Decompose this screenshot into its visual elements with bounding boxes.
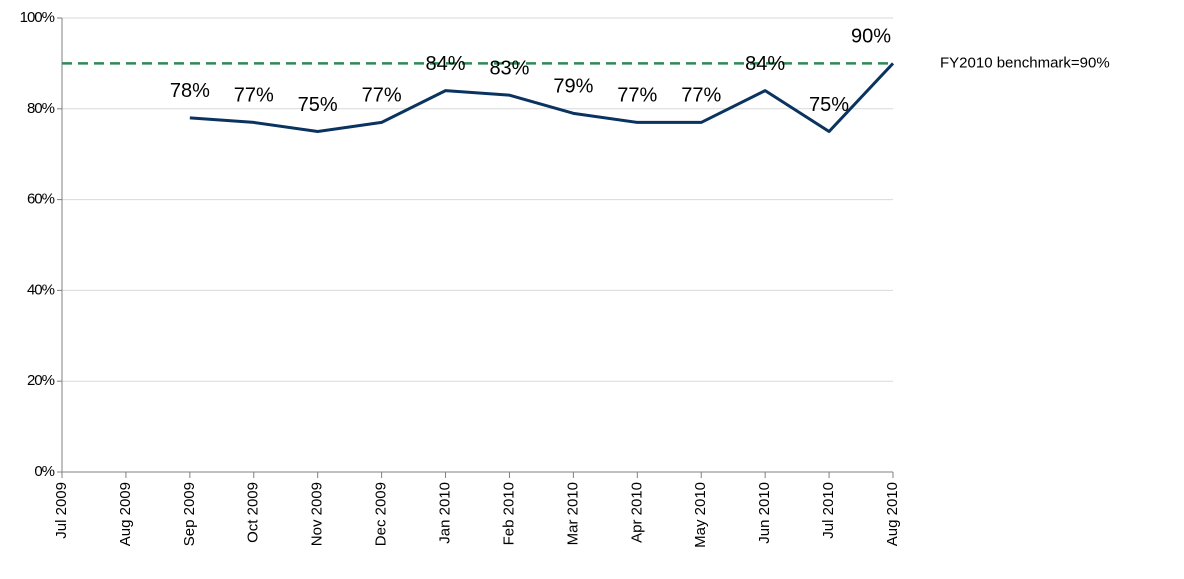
x-tick-label: Mar 2010 xyxy=(564,482,581,545)
x-tick-label: Dec 2009 xyxy=(373,482,390,546)
data-label: 77% xyxy=(617,85,657,107)
x-tick-label: May 2010 xyxy=(692,482,709,548)
x-tick-label: Oct 2009 xyxy=(245,482,262,543)
benchmark-label: FY2010 benchmark=90% xyxy=(940,54,1110,71)
data-label: 90% xyxy=(851,26,891,48)
x-tick-label: Aug 2010 xyxy=(884,482,901,546)
data-label: 83% xyxy=(489,57,529,79)
data-label: 84% xyxy=(426,53,466,75)
x-tick-label: Aug 2009 xyxy=(117,482,134,546)
data-line xyxy=(189,62,895,133)
data-label: 75% xyxy=(298,94,338,116)
x-tick-label: Apr 2010 xyxy=(628,482,645,543)
x-tick-label: Jul 2010 xyxy=(820,482,837,539)
data-label: 75% xyxy=(809,94,849,116)
y-tick-label: 60% xyxy=(27,191,55,208)
x-tick-label: Feb 2010 xyxy=(500,482,517,545)
x-tick-label: Sep 2009 xyxy=(181,482,198,546)
x-tick-label: Jun 2010 xyxy=(756,482,773,544)
y-tick-label: 0% xyxy=(34,463,54,480)
x-tick-label: Jan 2010 xyxy=(437,482,454,544)
y-tick-label: 20% xyxy=(27,372,55,389)
x-tick-label: Jul 2009 xyxy=(53,482,70,539)
data-label: 79% xyxy=(553,76,593,98)
data-label: 77% xyxy=(234,85,274,107)
y-tick-label: 80% xyxy=(27,100,55,117)
data-label: 77% xyxy=(681,85,721,107)
data-label: 77% xyxy=(362,85,402,107)
y-tick-label: 100% xyxy=(20,9,55,26)
x-tick-label: Nov 2009 xyxy=(309,482,326,546)
data-label: 78% xyxy=(170,80,210,102)
data-label: 84% xyxy=(745,53,785,75)
y-tick-label: 40% xyxy=(27,281,55,298)
